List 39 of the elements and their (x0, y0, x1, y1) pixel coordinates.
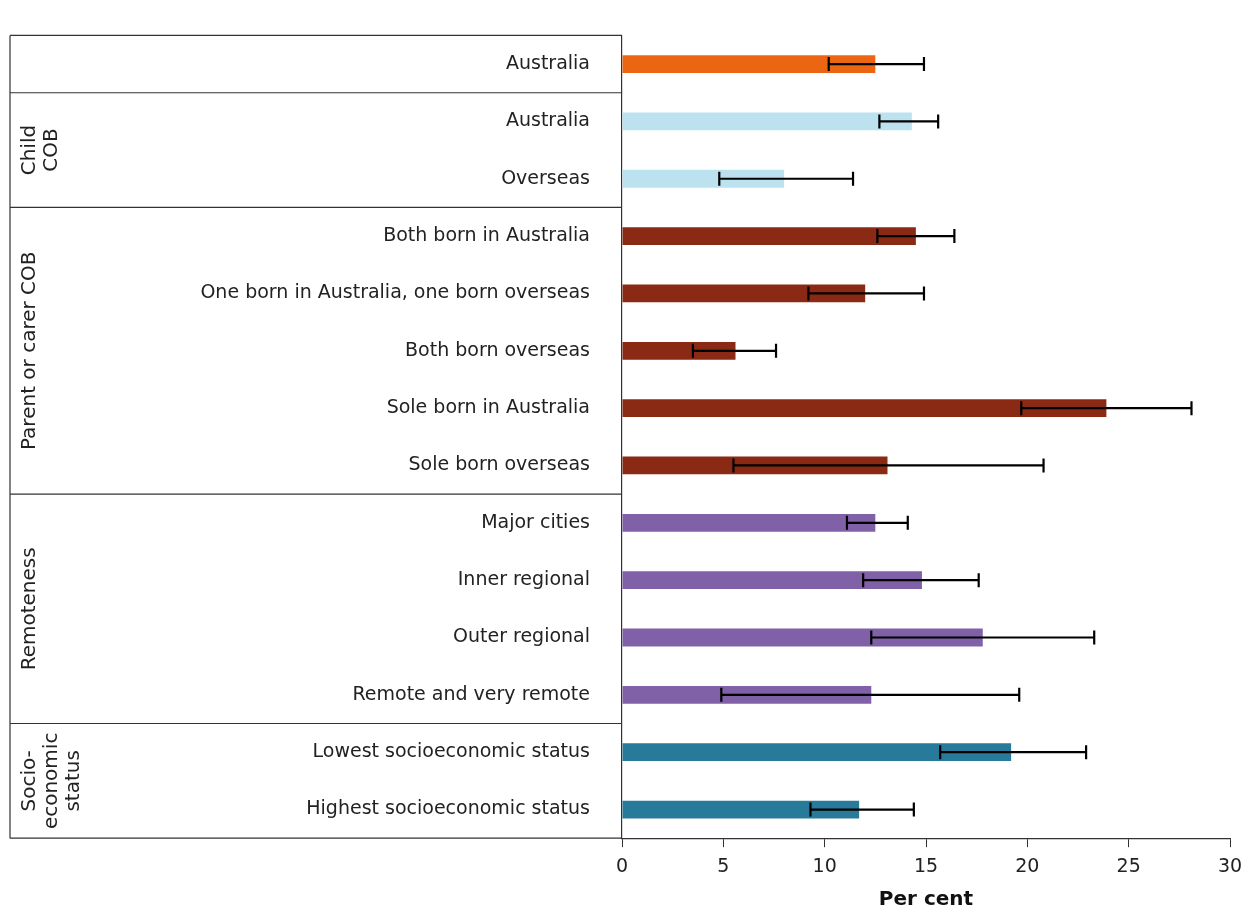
text: Remoteness (16, 547, 41, 671)
y-tick-label: Lowest socioeconomic status (312, 739, 590, 762)
x-tick-label: 30 (1217, 853, 1243, 876)
y-tick-label: Sole born overseas (408, 452, 590, 475)
y-tick-label: One born in Australia, one born overseas (200, 280, 590, 303)
y-tick-label: Sole born in Australia (386, 395, 590, 418)
bar (622, 743, 1012, 762)
y-tick-label: Both born in Australia (383, 223, 590, 246)
x-tick-label: 25 (1116, 853, 1141, 876)
y-tick-label: Australia (505, 108, 590, 131)
bar (622, 685, 872, 704)
bar (622, 169, 785, 188)
bar (622, 399, 1107, 418)
y-tick-label: Remote and very remote (352, 681, 590, 704)
y-tick-label: Overseas (501, 165, 590, 188)
text: Parent or carer COB (16, 251, 41, 451)
y-tick-label: Australia (505, 51, 590, 74)
x-tick-label: 20 (1015, 853, 1040, 876)
bar (622, 628, 983, 647)
y-tick-label: Major cities (481, 509, 590, 532)
x-tick-label: 15 (913, 853, 939, 876)
bar (622, 341, 736, 360)
x-tick-label: 0 (615, 853, 629, 876)
text: Socio- economic status (16, 732, 85, 830)
bar (622, 800, 860, 819)
y-tick-label: Inner regional (457, 567, 590, 590)
text: Child COB (16, 124, 63, 176)
x-axis-title: Per cent (878, 886, 974, 911)
y-tick-label: Outer regional (453, 624, 590, 647)
y-tick-label: Highest socioeconomic status (306, 796, 590, 819)
x-tick-label: 10 (812, 853, 837, 876)
bar (622, 227, 916, 245)
bar (622, 513, 876, 532)
y-tick-label: Both born overseas (405, 337, 590, 360)
bar (622, 571, 922, 590)
bar (622, 55, 876, 73)
bar (622, 112, 912, 131)
x-tick-label: 5 (717, 853, 730, 876)
bar (622, 284, 866, 303)
